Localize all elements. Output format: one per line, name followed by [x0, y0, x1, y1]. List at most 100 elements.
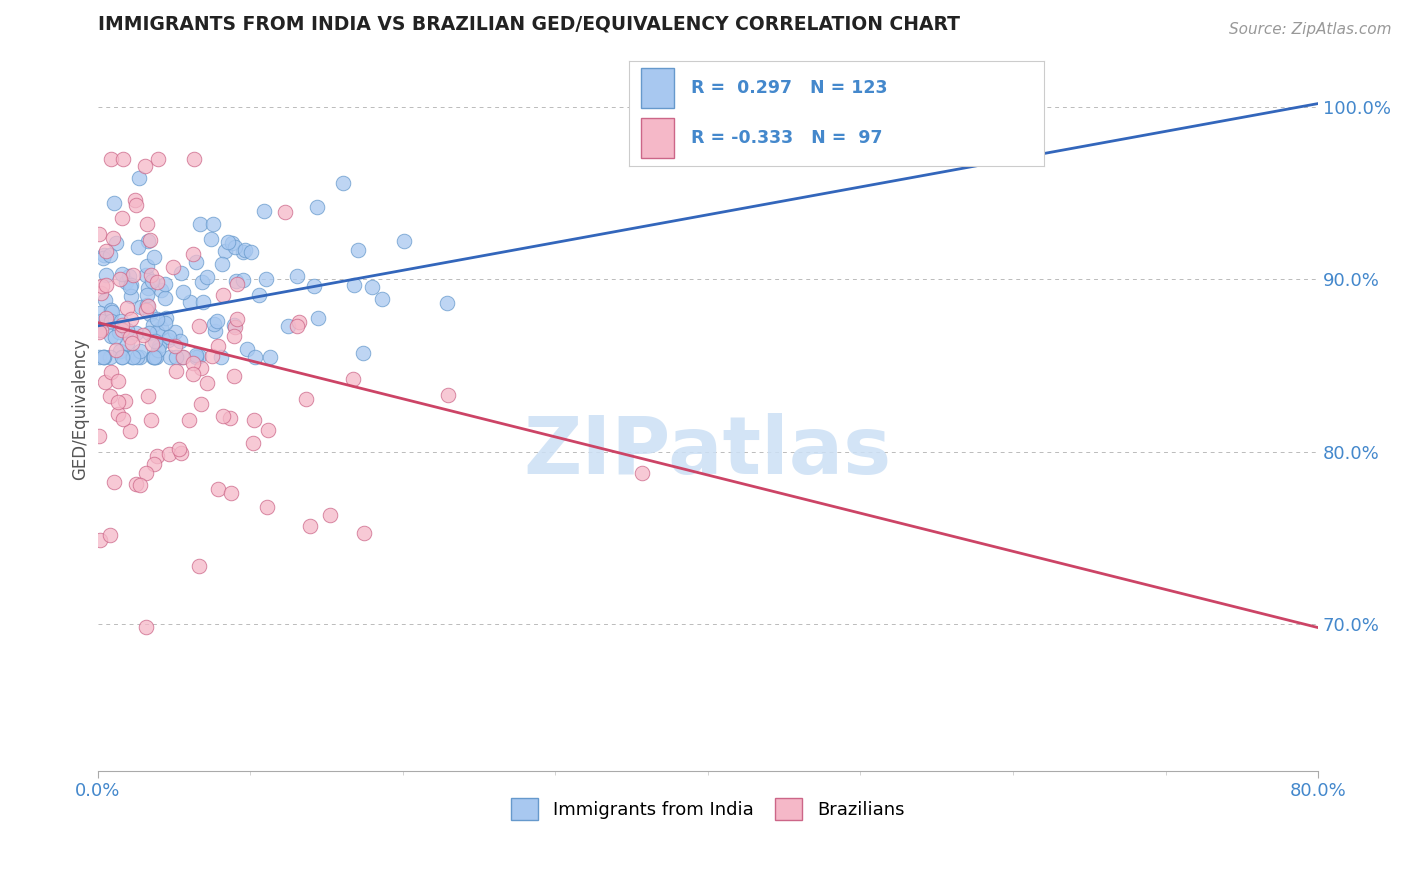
- Point: [170, 446, 193, 460]
- Point: [212, 409, 235, 423]
- Point: [139, 308, 162, 322]
- Point: [125, 476, 148, 491]
- Text: IMMIGRANTS FROM INDIA VS BRAZILIAN GED/EQUIVALENCY CORRELATION CHART: IMMIGRANTS FROM INDIA VS BRAZILIAN GED/E…: [97, 15, 959, 34]
- Point: [135, 303, 157, 318]
- Point: [100, 328, 122, 343]
- Point: [146, 325, 169, 339]
- Point: [224, 320, 246, 334]
- Point: [118, 330, 141, 344]
- Point: [191, 294, 214, 309]
- Point: [118, 425, 141, 439]
- Point: [135, 298, 157, 312]
- Point: [127, 350, 149, 364]
- Point: [143, 350, 166, 364]
- Point: [100, 350, 122, 364]
- Point: [205, 314, 228, 328]
- Point: [93, 247, 115, 261]
- Point: [179, 295, 201, 310]
- Point: [122, 350, 145, 364]
- Point: [91, 350, 114, 364]
- Point: [181, 356, 204, 370]
- Point: [163, 339, 186, 353]
- Point: [87, 350, 110, 364]
- Point: [142, 350, 165, 364]
- Point: [347, 243, 370, 257]
- Point: [100, 365, 122, 379]
- Point: [96, 310, 118, 325]
- Point: [103, 196, 125, 211]
- Point: [247, 287, 270, 301]
- Point: [139, 233, 162, 247]
- Point: [139, 412, 162, 426]
- Point: [120, 280, 142, 294]
- Point: [87, 326, 110, 340]
- Point: [342, 372, 364, 386]
- Point: [121, 336, 143, 351]
- Point: [307, 310, 329, 325]
- Point: [110, 267, 132, 281]
- Point: [100, 152, 122, 166]
- Point: [104, 343, 127, 357]
- Point: [136, 234, 159, 248]
- Point: [243, 350, 266, 364]
- Point: [120, 312, 142, 326]
- Point: [183, 152, 205, 166]
- Point: [110, 314, 132, 328]
- Point: [200, 232, 222, 246]
- Point: [214, 244, 236, 259]
- Point: [100, 303, 122, 318]
- Text: Source: ZipAtlas.com: Source: ZipAtlas.com: [1229, 22, 1392, 37]
- Point: [90, 314, 112, 328]
- Point: [235, 343, 257, 357]
- Point: [253, 204, 276, 219]
- Point: [162, 260, 184, 274]
- Point: [136, 288, 159, 302]
- Point: [142, 318, 165, 333]
- Point: [101, 231, 124, 245]
- Point: [352, 346, 374, 360]
- Point: [169, 442, 191, 457]
- Point: [110, 350, 132, 364]
- Point: [148, 339, 170, 353]
- Point: [138, 326, 160, 341]
- Point: [89, 533, 111, 548]
- Point: [631, 466, 654, 480]
- Point: [287, 318, 309, 333]
- Point: [202, 318, 225, 332]
- Point: [150, 321, 173, 335]
- Point: [118, 268, 141, 283]
- Point: [190, 275, 212, 289]
- Point: [87, 428, 110, 442]
- Point: [87, 323, 110, 337]
- Point: [135, 260, 157, 274]
- Point: [165, 350, 187, 364]
- Point: [218, 410, 240, 425]
- Point: [150, 283, 173, 297]
- Point: [232, 244, 254, 259]
- Point: [155, 311, 177, 326]
- Point: [298, 519, 321, 533]
- Point: [256, 500, 278, 514]
- Point: [120, 277, 142, 292]
- Point: [107, 374, 129, 388]
- Point: [135, 620, 157, 634]
- Text: ZIPatlas: ZIPatlas: [523, 413, 891, 491]
- Point: [145, 311, 167, 326]
- Point: [143, 250, 166, 264]
- Point: [135, 466, 157, 480]
- Point: [184, 350, 207, 364]
- Point: [125, 197, 148, 211]
- Point: [94, 293, 117, 307]
- Point: [111, 318, 134, 332]
- Point: [136, 299, 159, 313]
- Legend: Immigrants from India, Brazilians: Immigrants from India, Brazilians: [505, 790, 911, 827]
- Point: [288, 315, 311, 329]
- Point: [96, 277, 118, 292]
- Point: [287, 268, 309, 283]
- Point: [200, 349, 222, 363]
- Point: [111, 350, 134, 364]
- Point: [169, 334, 191, 349]
- Point: [202, 217, 225, 231]
- Point: [145, 275, 167, 289]
- Point: [212, 287, 235, 301]
